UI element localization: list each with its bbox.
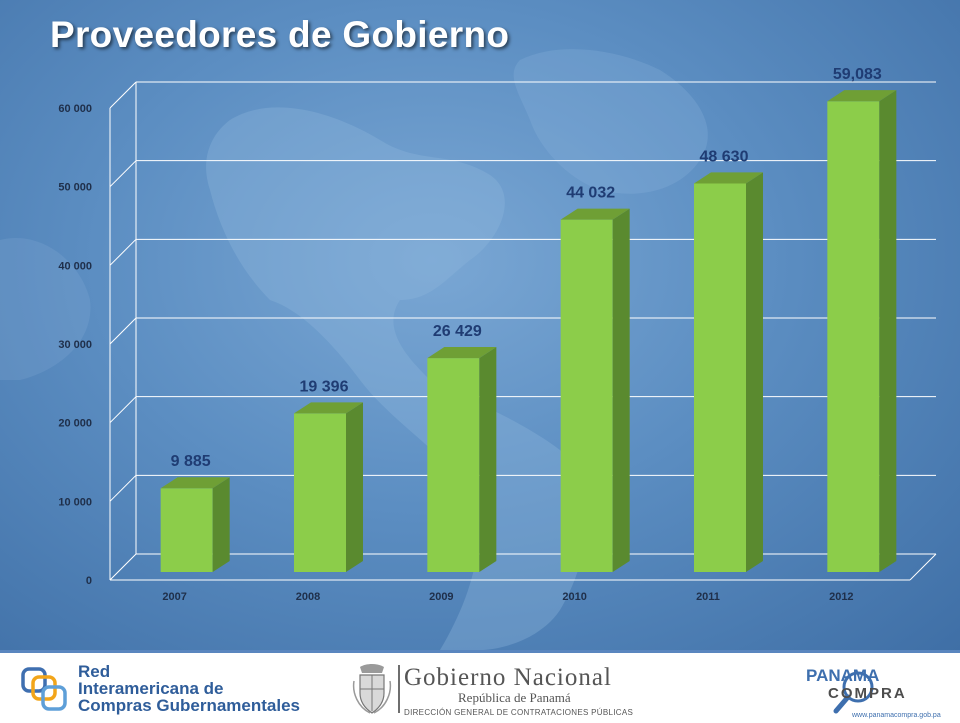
gobierno-subtitle: República de Panamá (458, 690, 571, 705)
bar-side (879, 90, 897, 573)
chart-axes (109, 82, 937, 581)
bar-front (560, 219, 613, 572)
gobierno-subtitle-2: DIRECCIÓN GENERAL DE CONTRATACIONES PÚBL… (404, 708, 634, 717)
ricg-line-3: Compras Gubernamentales (78, 696, 301, 715)
gridline-diagonal (109, 238, 137, 266)
panama-compra-word-2: COMPRA (828, 685, 907, 702)
bar-front (827, 101, 880, 572)
gridline-diagonal (109, 81, 137, 109)
y-tick-label: 10 000 (58, 496, 92, 508)
magnifier-icon (842, 671, 874, 703)
slide-background: Proveedores de Gobierno 0 10 000 20 000 30 … (0, 0, 960, 650)
bar-front (294, 413, 346, 572)
ricg-name: Red Interamericana de Compras Gubernamen… (78, 663, 300, 714)
bar-top (560, 208, 630, 220)
bar-front (694, 183, 746, 572)
bar-chart: 0 10 000 20 000 30 000 40 000 50 000 60 000 9 8… (58, 66, 937, 603)
y-tick-label: 50 000 (58, 182, 92, 194)
bar-top (160, 477, 230, 489)
bar-top (827, 90, 897, 102)
ricg-logo-icon (21, 667, 67, 711)
chart-gridlines (109, 81, 936, 581)
bar-top (694, 172, 763, 184)
data-label: 26 429 (433, 323, 482, 340)
gridline-diagonal (109, 396, 137, 424)
bar-side (212, 477, 230, 572)
bar-front (160, 488, 213, 572)
gobierno-divider (398, 665, 400, 713)
x-tick-label: 2011 (696, 591, 720, 603)
bar-side (746, 172, 763, 573)
floor-right-edge (909, 553, 937, 581)
x-tick-label: 2009 (429, 591, 453, 603)
data-label: 44 032 (566, 185, 615, 202)
data-label: 9 885 (171, 453, 211, 470)
bar-side (612, 208, 630, 572)
data-label: 48 630 (700, 148, 749, 165)
gridline-diagonal (109, 474, 137, 502)
bar-side (479, 347, 497, 572)
bar-side (346, 402, 363, 572)
y-tick-label: 30 000 (58, 339, 92, 351)
ricg-line-1: Red (78, 662, 111, 681)
data-label: 59,083 (833, 66, 882, 83)
panama-compra-word-1: PANAMA (806, 666, 879, 685)
slide-title: Proveedores de Gobierno (50, 14, 510, 55)
panama-compra-logo: PANAMA COMPRA www.panamacompra.gob.pa (806, 666, 941, 719)
gridline-diagonal (109, 553, 137, 581)
data-label: 19 396 (300, 378, 349, 395)
chart-labels: 0 10 000 20 000 30 000 40 000 50 000 60 000 9 8… (58, 66, 882, 603)
y-tick-label: 0 (86, 575, 92, 587)
x-tick-label: 2007 (162, 591, 186, 603)
chart-bars (160, 90, 897, 573)
gridline-diagonal (109, 160, 137, 188)
y-tick-label: 20 000 (58, 418, 92, 430)
x-tick-label: 2008 (296, 591, 320, 603)
gobierno-nacional-logo: Gobierno Nacional República de Panamá DI… (404, 664, 634, 718)
x-tick-label: 2010 (562, 591, 586, 603)
y-tick-label: 60 000 (58, 103, 92, 115)
gridline-diagonal (109, 317, 137, 345)
x-tick-label: 2012 (829, 591, 853, 603)
panama-compra-url: www.panamacompra.gob.pa (851, 712, 941, 719)
ricg-line-2: Interamericana de (78, 679, 224, 698)
bar-top (294, 402, 363, 414)
panama-coat-of-arms-icon (352, 664, 392, 714)
bar-top (427, 347, 497, 359)
y-tick-label: 40 000 (58, 260, 92, 272)
bar-front (427, 358, 480, 572)
footer-logos: Red Interamericana de Compras Gubernamen… (0, 650, 960, 723)
gobierno-title: Gobierno Nacional (404, 664, 612, 691)
